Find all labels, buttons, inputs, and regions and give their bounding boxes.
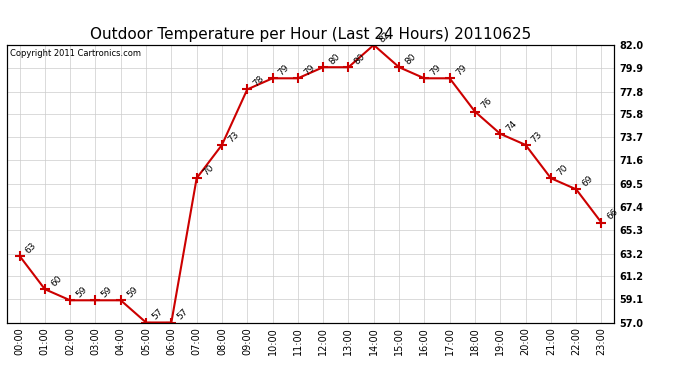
Text: 80: 80 [403, 52, 417, 66]
Text: 70: 70 [201, 163, 215, 177]
Text: 79: 79 [454, 63, 469, 78]
Text: 59: 59 [75, 285, 89, 300]
Title: Outdoor Temperature per Hour (Last 24 Hours) 20110625: Outdoor Temperature per Hour (Last 24 Ho… [90, 27, 531, 42]
Text: 57: 57 [175, 307, 190, 322]
Text: 59: 59 [125, 285, 139, 300]
Text: 76: 76 [479, 96, 493, 111]
Text: 73: 73 [530, 130, 544, 144]
Text: 79: 79 [277, 63, 291, 78]
Text: 80: 80 [327, 52, 342, 66]
Text: 82: 82 [378, 30, 393, 44]
Text: 59: 59 [99, 285, 114, 300]
Text: 79: 79 [428, 63, 443, 78]
Text: 57: 57 [150, 307, 165, 322]
Text: 73: 73 [226, 130, 241, 144]
Text: 69: 69 [580, 174, 595, 189]
Text: 63: 63 [23, 241, 38, 255]
Text: 60: 60 [49, 274, 63, 288]
Text: 80: 80 [353, 52, 367, 66]
Text: 74: 74 [504, 118, 519, 133]
Text: 66: 66 [606, 207, 620, 222]
Text: 70: 70 [555, 163, 569, 177]
Text: 79: 79 [302, 63, 317, 78]
Text: 78: 78 [251, 74, 266, 88]
Text: Copyright 2011 Cartronics.com: Copyright 2011 Cartronics.com [10, 49, 141, 58]
